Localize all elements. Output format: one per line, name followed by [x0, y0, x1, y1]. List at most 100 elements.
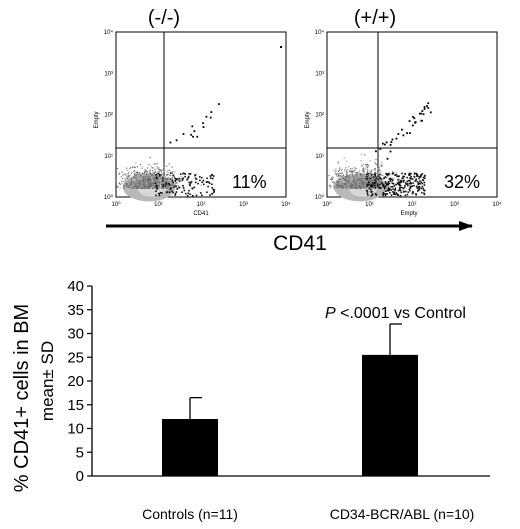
flow-event	[147, 180, 149, 183]
flow-y-tick-label: 10⁰	[315, 194, 325, 201]
flow-event	[382, 194, 385, 197]
flow-event	[376, 182, 378, 184]
flow-event	[146, 184, 149, 187]
flow-event	[207, 185, 209, 188]
flow-event	[143, 173, 145, 175]
flow-event	[140, 181, 142, 183]
flow-event	[130, 186, 132, 188]
flow-event	[163, 180, 166, 183]
flow-event	[150, 184, 152, 186]
flow-event	[189, 182, 192, 184]
flow-event	[374, 192, 377, 195]
flow-event	[149, 169, 152, 171]
flow-event	[336, 186, 338, 189]
flow-event	[337, 161, 339, 163]
flow-event	[374, 182, 377, 184]
flow-event	[404, 184, 406, 187]
flow-event	[150, 181, 152, 184]
flow-event	[420, 187, 423, 190]
flow-event	[138, 172, 140, 174]
flow-event	[356, 172, 359, 174]
flow-event	[141, 178, 143, 180]
flow-event	[350, 181, 352, 184]
flow-event	[359, 178, 362, 180]
flow-event	[162, 169, 165, 171]
flow-event	[143, 187, 146, 189]
flow-event	[134, 172, 136, 174]
flow-event	[391, 182, 394, 185]
flow-event	[144, 185, 146, 187]
flow-event	[333, 181, 335, 183]
flow-event	[178, 186, 180, 188]
flow-event	[128, 171, 130, 174]
flow-event	[408, 172, 411, 175]
flow-event	[346, 182, 349, 185]
flow-event	[129, 185, 131, 187]
flow-event	[152, 183, 154, 186]
flow-event	[342, 186, 344, 189]
flow-event	[191, 194, 194, 197]
flow-event	[367, 165, 369, 167]
flow-event	[158, 182, 160, 184]
flow-event	[170, 172, 172, 174]
flow-event	[176, 188, 179, 190]
flow-event	[347, 181, 349, 183]
flow-event	[367, 186, 370, 189]
flow-event	[151, 174, 153, 177]
flow-event	[367, 166, 369, 169]
flow-event	[161, 177, 164, 180]
flow-event	[357, 178, 359, 181]
flow-event	[148, 176, 151, 178]
flow-event	[133, 186, 136, 188]
flow-event	[121, 183, 123, 185]
flow-event	[348, 180, 350, 182]
flow-event	[404, 172, 406, 175]
flow-event	[134, 166, 136, 169]
flow-event	[416, 175, 419, 177]
flow-event	[154, 176, 156, 178]
flow-event	[348, 170, 351, 173]
flow-event	[209, 175, 212, 177]
flow-event	[331, 178, 334, 180]
flow-event	[357, 187, 359, 189]
flow-event	[154, 180, 156, 182]
flow-event	[141, 182, 143, 184]
flow-event	[149, 174, 151, 176]
flow-event	[376, 177, 379, 179]
flow-event	[388, 172, 390, 175]
flow-event	[201, 181, 203, 184]
flow-event	[160, 177, 162, 179]
flow-event	[352, 171, 354, 173]
flow-event	[333, 187, 335, 189]
flow-event	[374, 150, 377, 153]
flow-event	[359, 181, 361, 183]
flow-event	[340, 184, 342, 187]
flow-event	[139, 181, 141, 183]
flow-event	[126, 183, 128, 185]
flow-event	[139, 186, 141, 188]
flow-event	[148, 181, 150, 183]
flow-event	[125, 173, 127, 175]
flow-event	[127, 181, 129, 183]
flow-event	[370, 182, 372, 184]
flow-event	[345, 187, 347, 189]
flow-event	[422, 179, 424, 181]
flow-event	[156, 163, 158, 165]
flow-event	[154, 182, 157, 185]
flow-event	[395, 171, 397, 174]
flow-event	[408, 174, 410, 176]
flow-event	[423, 108, 426, 110]
flow-event	[182, 177, 184, 180]
flow-event	[200, 184, 203, 186]
flow-event	[149, 156, 151, 158]
flow-event	[339, 172, 341, 174]
flow-event	[348, 175, 350, 177]
flow-event	[144, 175, 147, 178]
flow-event	[160, 184, 162, 186]
flow-event	[138, 183, 140, 185]
flow-event	[167, 170, 169, 172]
flow-event	[175, 187, 177, 189]
flow-event	[337, 180, 340, 183]
flow-event	[422, 187, 424, 190]
flow-event	[328, 174, 330, 177]
